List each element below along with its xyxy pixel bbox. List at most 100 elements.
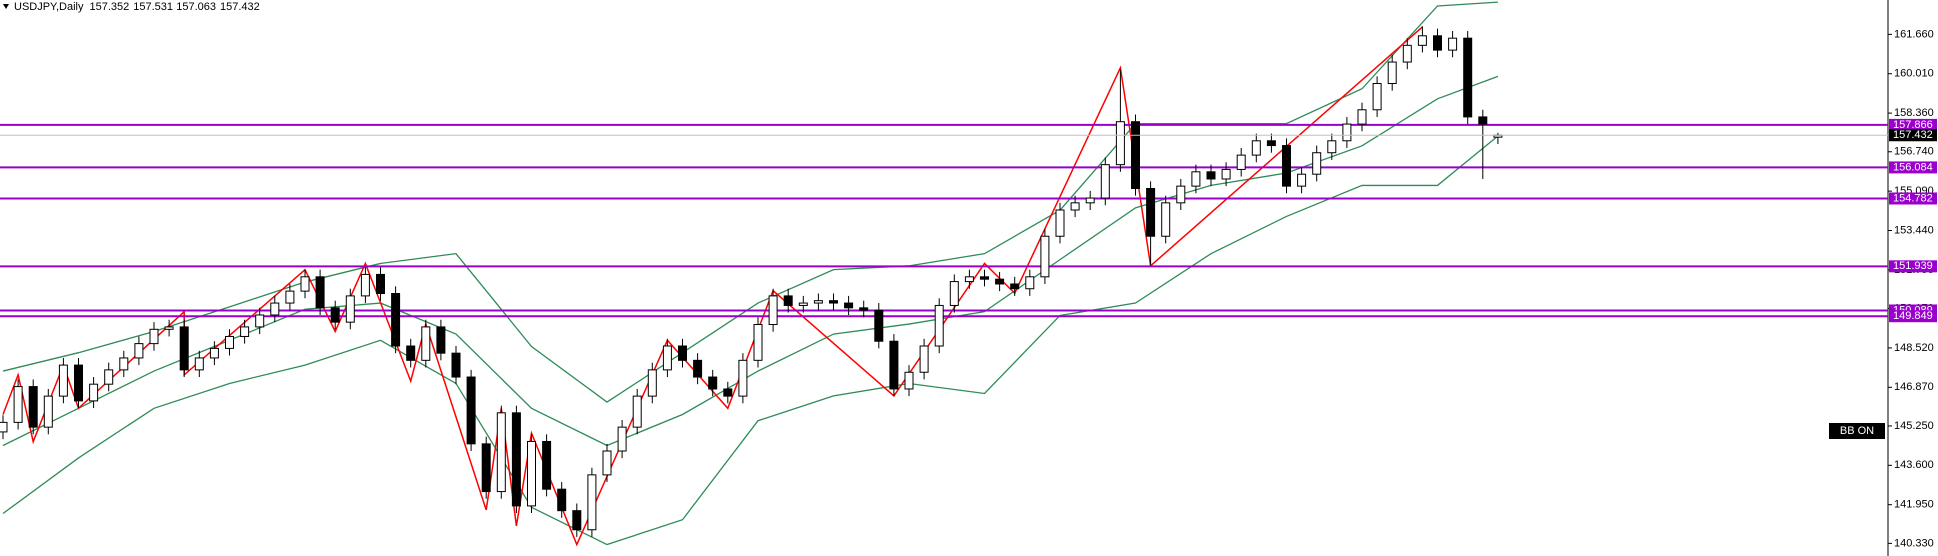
header-high: 157.531 bbox=[133, 1, 173, 13]
candle-body bbox=[43, 395, 53, 428]
y-tick-label: 141.950 bbox=[1894, 499, 1934, 511]
candle-body bbox=[1206, 171, 1216, 180]
candle-body bbox=[632, 395, 642, 428]
y-tick-label: 143.600 bbox=[1894, 459, 1934, 471]
candle-body bbox=[255, 314, 265, 328]
candle-body bbox=[1070, 202, 1080, 211]
level-label: 154.782 bbox=[1893, 192, 1933, 204]
candle-body bbox=[149, 328, 159, 345]
candle-body bbox=[28, 386, 38, 428]
candle-body bbox=[889, 340, 899, 390]
candle-body bbox=[315, 276, 325, 309]
candle-body bbox=[285, 290, 295, 304]
candle-body bbox=[1282, 145, 1291, 187]
candle-body bbox=[572, 510, 582, 531]
candle-body bbox=[768, 295, 778, 326]
candle-body bbox=[829, 300, 838, 304]
bb-button[interactable]: BB ON bbox=[1829, 423, 1885, 439]
candle-body bbox=[451, 352, 461, 378]
y-tick-label: 161.660 bbox=[1894, 28, 1934, 40]
candle-body bbox=[1372, 83, 1382, 111]
candle-body bbox=[1025, 276, 1035, 290]
candle-body bbox=[1342, 123, 1352, 142]
candle-body bbox=[874, 309, 884, 342]
candle-body bbox=[300, 276, 310, 292]
bollinger-upper bbox=[2, 1, 1498, 403]
candle-body bbox=[360, 273, 370, 297]
header-open: 157.352 bbox=[90, 1, 130, 13]
symbol: USDJPY,Daily bbox=[14, 1, 84, 13]
header-low: 157.063 bbox=[176, 1, 216, 13]
candle-body bbox=[330, 307, 340, 323]
candle-body bbox=[406, 345, 416, 361]
bb-button-label: BB ON bbox=[1840, 425, 1874, 437]
candle-body bbox=[1478, 116, 1488, 125]
candle-body bbox=[647, 369, 657, 397]
candle-body bbox=[949, 281, 959, 306]
candle-body bbox=[1448, 37, 1458, 51]
y-tick-label: 145.250 bbox=[1894, 420, 1934, 432]
candle-body bbox=[466, 376, 476, 445]
candle-body bbox=[240, 326, 250, 337]
candle-body bbox=[1055, 209, 1065, 237]
candle-body bbox=[1100, 164, 1110, 199]
candle-body bbox=[708, 376, 718, 390]
candle-body bbox=[678, 345, 687, 361]
candle-body bbox=[436, 326, 446, 354]
candle-body bbox=[662, 345, 672, 371]
candle-body bbox=[1221, 168, 1231, 180]
candle-body bbox=[557, 488, 567, 512]
level-label: 157.866 bbox=[1893, 119, 1933, 131]
candle-body bbox=[345, 295, 355, 323]
bollinger-lower bbox=[2, 135, 1499, 546]
candle-body bbox=[225, 335, 234, 349]
candle-body bbox=[844, 302, 854, 309]
bollinger-middle bbox=[2, 75, 1499, 447]
candle-body bbox=[1463, 37, 1473, 118]
candle-body bbox=[995, 278, 1005, 285]
bb-button-bg bbox=[1829, 423, 1885, 439]
candle-body bbox=[1297, 173, 1307, 187]
header-close: 157.432 bbox=[220, 1, 260, 13]
candle-body bbox=[542, 440, 552, 490]
candle-body bbox=[587, 474, 597, 531]
candle-body bbox=[753, 324, 763, 361]
candle-body bbox=[602, 450, 612, 476]
candle-body bbox=[1387, 61, 1397, 85]
y-tick-label: 140.330 bbox=[1894, 537, 1934, 549]
candle-body bbox=[1010, 283, 1020, 290]
price-label: 157.432 bbox=[1893, 129, 1933, 141]
candle-body bbox=[89, 383, 99, 402]
candle-body bbox=[1131, 121, 1140, 190]
candle-body bbox=[179, 326, 189, 371]
y-tick-label: 158.360 bbox=[1894, 107, 1934, 119]
candle-body bbox=[391, 293, 401, 347]
candle-body bbox=[934, 304, 944, 347]
candle-body bbox=[783, 295, 793, 306]
candle-body bbox=[1040, 235, 1050, 278]
y-tick-label: 160.010 bbox=[1894, 68, 1934, 80]
level-label-bg bbox=[1889, 192, 1937, 205]
candle-body bbox=[1402, 44, 1412, 63]
candle-body bbox=[1236, 154, 1246, 170]
candle-body bbox=[798, 302, 808, 306]
candle-body bbox=[693, 359, 703, 378]
candle-body bbox=[209, 347, 219, 359]
candle-body bbox=[723, 388, 733, 397]
candle-body bbox=[13, 386, 23, 423]
y-tick-label: 153.440 bbox=[1894, 224, 1934, 236]
candle-body bbox=[1312, 152, 1322, 175]
level-label-bg bbox=[1889, 260, 1937, 273]
candle-body bbox=[980, 276, 989, 280]
candle-body bbox=[1417, 35, 1427, 46]
candle-body bbox=[919, 345, 929, 373]
candle-body bbox=[859, 307, 869, 311]
header: USDJPY,Daily 157.352 157.531 157.063 157.432 bbox=[14, 1, 260, 13]
level-label-bg bbox=[1889, 161, 1937, 174]
level-label-bg bbox=[1889, 310, 1937, 323]
candle-body bbox=[904, 371, 914, 390]
candle-body bbox=[1176, 185, 1186, 204]
y-tick-label: 148.520 bbox=[1894, 342, 1934, 354]
candle-body bbox=[104, 369, 114, 385]
